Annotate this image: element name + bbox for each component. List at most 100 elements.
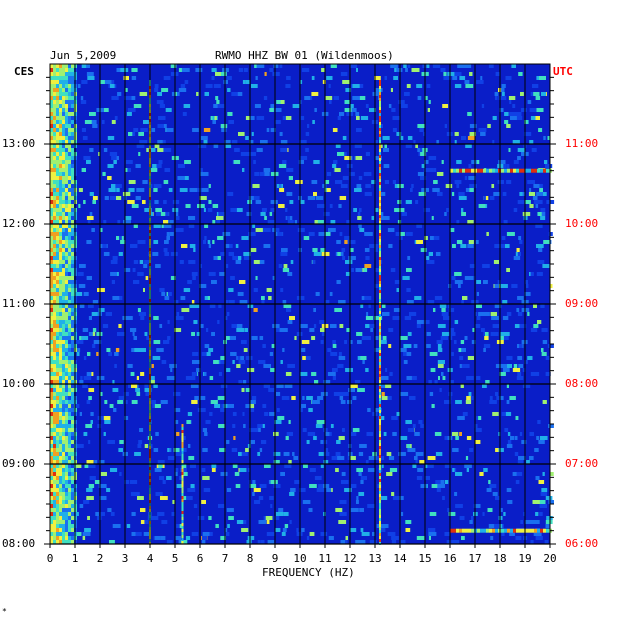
spectrogram-cell bbox=[491, 316, 499, 320]
spectrogram-cell bbox=[187, 412, 193, 416]
spectrogram-cell bbox=[71, 384, 74, 388]
spectrogram-cell bbox=[56, 216, 59, 220]
spectrogram-cell bbox=[275, 528, 281, 532]
spectrogram-cell bbox=[221, 128, 227, 132]
spectrogram-cell bbox=[466, 396, 471, 400]
spectrogram-cell bbox=[201, 536, 208, 540]
spectrogram-cell bbox=[301, 348, 306, 352]
spectrogram-cell bbox=[444, 436, 450, 440]
spectrogram-cell bbox=[56, 432, 59, 436]
spectral-line-segment bbox=[181, 538, 184, 541]
spectrogram-cell bbox=[301, 404, 306, 408]
spectrogram-cell bbox=[163, 248, 168, 252]
spectrogram-cell bbox=[56, 392, 59, 396]
spectrogram-cell bbox=[537, 320, 542, 324]
spectrogram-cell bbox=[269, 108, 274, 112]
spectral-line-segment bbox=[379, 128, 381, 131]
spectrogram-cell bbox=[200, 396, 206, 400]
spectrogram-cell bbox=[282, 300, 287, 304]
spectrogram-cell bbox=[138, 132, 144, 136]
spectrogram-cell bbox=[50, 208, 53, 212]
spectrogram-cell bbox=[486, 232, 489, 236]
spectrogram-cell bbox=[71, 300, 74, 304]
spectrogram-cell bbox=[270, 480, 278, 484]
spectrogram-cell bbox=[209, 376, 214, 380]
spectrogram-cell bbox=[313, 436, 317, 440]
spectrogram-cell bbox=[328, 84, 331, 88]
spectrogram-cell bbox=[56, 204, 59, 208]
spectral-line-segment bbox=[379, 257, 381, 260]
spectrogram-cell bbox=[437, 192, 443, 196]
spectrogram-cell bbox=[529, 432, 534, 436]
spectrogram-cell bbox=[188, 456, 195, 460]
spectrogram-cell bbox=[520, 108, 527, 112]
spectrogram-cell bbox=[53, 448, 56, 452]
spectrogram-cell bbox=[62, 84, 65, 88]
spectrogram-cell bbox=[515, 536, 522, 540]
spectrogram-cell bbox=[56, 304, 59, 308]
spectrogram-cell bbox=[167, 448, 171, 452]
spectrogram-cell bbox=[418, 420, 423, 424]
spectrogram-cell bbox=[59, 472, 62, 476]
spectrogram-cell bbox=[545, 164, 553, 168]
spectral-line-segment bbox=[379, 428, 381, 431]
spectral-line-segment bbox=[181, 487, 184, 490]
spectrogram-cell bbox=[59, 176, 62, 180]
spectrogram-cell bbox=[286, 76, 291, 80]
spectrogram-cell bbox=[62, 216, 65, 220]
spectrogram-cell bbox=[539, 436, 548, 440]
spectrogram-cell bbox=[436, 488, 441, 492]
spectrogram-cell bbox=[50, 100, 53, 104]
spectral-line-segment bbox=[379, 221, 381, 224]
spectrogram-cell bbox=[480, 76, 483, 80]
spectrogram-cell bbox=[506, 400, 510, 404]
spectrogram-cell bbox=[56, 148, 59, 152]
spectrogram-cell bbox=[541, 92, 546, 96]
spectrogram-cell bbox=[327, 348, 332, 352]
spectrogram-cell bbox=[461, 536, 465, 540]
spectrogram-cell bbox=[368, 456, 377, 460]
spectral-line-segment bbox=[181, 520, 184, 523]
spectrogram-cell bbox=[62, 184, 65, 188]
spectrogram-cell bbox=[65, 296, 68, 300]
spectrogram-cell bbox=[89, 192, 94, 196]
spectrogram-cell bbox=[56, 424, 59, 428]
spectrogram-cell bbox=[65, 156, 68, 160]
spectrogram-cell bbox=[56, 144, 59, 148]
spectrogram-cell bbox=[200, 188, 209, 192]
spectral-line-segment bbox=[379, 173, 381, 176]
spectrogram-cell bbox=[109, 152, 118, 156]
spectrogram-cell bbox=[296, 296, 305, 300]
spectrogram-cell bbox=[53, 148, 56, 152]
spectrogram-cell bbox=[426, 84, 431, 88]
spectrogram-cell bbox=[280, 252, 288, 256]
spectrogram-cell bbox=[65, 220, 68, 224]
spectrogram-cell bbox=[344, 108, 353, 112]
spectrogram-cell bbox=[50, 292, 53, 296]
spectrogram-cell bbox=[68, 88, 71, 92]
spectrogram-cell bbox=[287, 364, 295, 368]
spectrogram-cell bbox=[53, 320, 56, 324]
spectrogram-cell bbox=[441, 160, 444, 164]
spectrogram-cell bbox=[62, 444, 65, 448]
spectrogram-cell bbox=[50, 300, 53, 304]
spectrogram-cell bbox=[344, 176, 349, 180]
spectrogram-cell bbox=[535, 116, 540, 120]
spectrogram-cell bbox=[454, 140, 457, 144]
spectrogram-cell bbox=[68, 252, 71, 256]
spectrogram-cell bbox=[278, 164, 287, 168]
spectrogram-cell bbox=[68, 208, 71, 212]
spectrogram-cell bbox=[59, 348, 62, 352]
spectrogram-cell bbox=[128, 96, 136, 100]
spectrogram-cell bbox=[59, 172, 62, 176]
spectrogram-cell bbox=[62, 164, 65, 168]
spectral-line-segment bbox=[379, 239, 381, 242]
spectrogram-cell bbox=[62, 460, 65, 464]
spectrogram-cell bbox=[202, 476, 210, 480]
spectral-line-segment bbox=[379, 119, 381, 122]
spectrogram-cell bbox=[316, 420, 325, 424]
spectrogram-cell bbox=[498, 516, 503, 520]
spectrogram-cell bbox=[71, 412, 74, 416]
spectrogram-cell bbox=[59, 264, 62, 268]
spectrogram-cell bbox=[364, 248, 370, 252]
